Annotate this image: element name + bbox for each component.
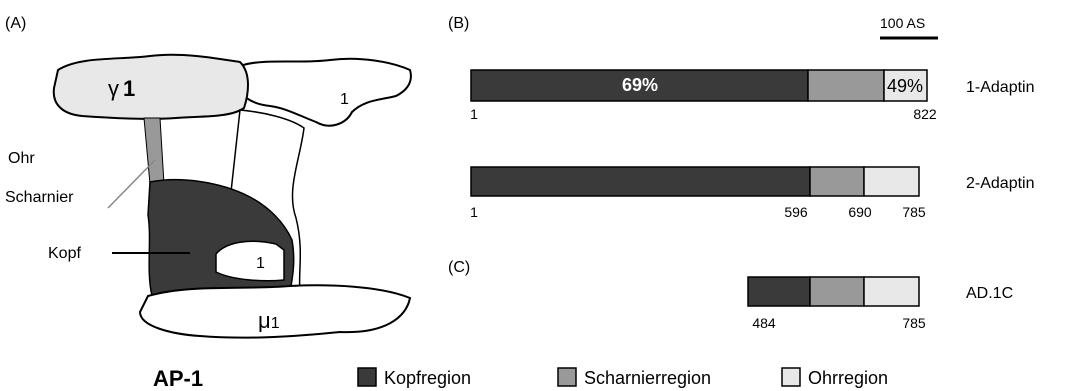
protein-name: 1-Adaptin <box>966 79 1035 96</box>
scharnier-label: Scharnier <box>5 189 74 206</box>
head-region <box>748 277 810 306</box>
legend-label: Ohrregion <box>808 368 888 388</box>
ohr-label: Ohr <box>8 150 35 167</box>
core-label: 1 <box>256 255 265 272</box>
core-shape <box>216 241 284 280</box>
pointer-line <box>108 160 155 208</box>
position-label: 785 <box>902 315 926 331</box>
identity-label: 49% <box>887 76 923 96</box>
protein-name: AD.1C <box>966 285 1013 302</box>
hinge-shape <box>144 118 164 184</box>
panel-label: (C) <box>448 259 470 276</box>
complex-title: AP-1 <box>153 366 203 391</box>
figure: (A) γ1 1 Ohr Scharnier Kopf 1 μ1 AP-1 (B… <box>0 0 1072 391</box>
position-label: 690 <box>848 204 872 220</box>
legend-swatch <box>558 368 576 386</box>
gamma-number: 1 <box>123 76 135 101</box>
ear-region <box>864 167 919 196</box>
position-label: 785 <box>902 204 926 220</box>
position-label: 484 <box>752 315 776 331</box>
hinge-region <box>810 277 864 306</box>
legend-label: Scharnierregion <box>584 368 711 388</box>
position-label: 1 <box>470 204 478 220</box>
hinge-region <box>810 167 864 196</box>
ear-region <box>864 277 919 306</box>
panel-label: (B) <box>448 15 469 32</box>
mu-number: 1 <box>271 315 280 332</box>
identity-label: 69% <box>622 75 658 95</box>
ear-shape <box>54 55 248 119</box>
scale-label: 100 AS <box>880 15 925 31</box>
ear-label: 1 <box>340 91 349 108</box>
panel-label: (A) <box>5 15 26 32</box>
legend-label: Kopfregion <box>384 368 471 388</box>
head-region <box>471 167 810 196</box>
position-label: 822 <box>913 106 937 122</box>
gamma-symbol: γ <box>108 76 119 101</box>
position-label: 596 <box>784 204 808 220</box>
position-label: 1 <box>470 106 478 122</box>
protein-name: 2-Adaptin <box>966 175 1035 192</box>
legend-swatch <box>782 368 800 386</box>
hinge-region <box>808 70 884 101</box>
legend-swatch <box>358 368 376 386</box>
mu-symbol: μ <box>258 308 271 333</box>
kopf-label: Kopf <box>48 245 81 262</box>
